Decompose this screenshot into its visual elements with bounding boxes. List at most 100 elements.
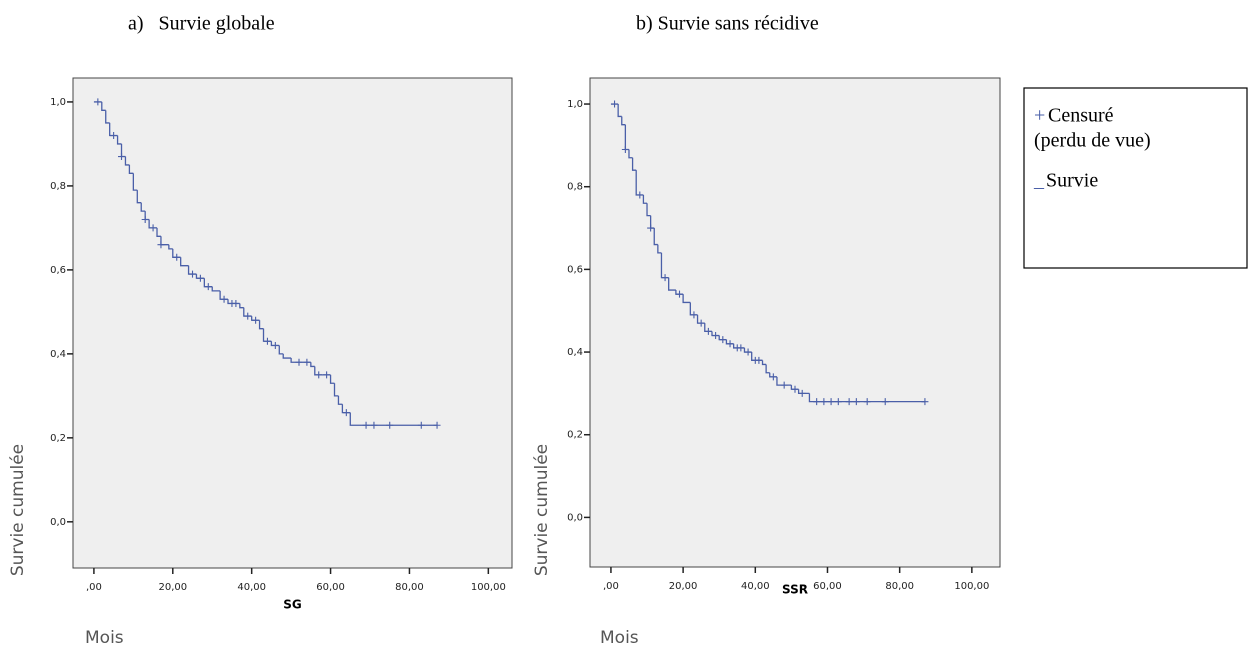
survival-step (132, 173, 138, 191)
censored-mark (263, 337, 271, 345)
survival-step (646, 203, 651, 217)
survival-step (797, 389, 810, 395)
censored-mark (834, 398, 842, 406)
censored-mark (921, 398, 929, 406)
survival-step (642, 194, 648, 204)
legend-sublabel: (perdu de vue) (1034, 130, 1151, 152)
censored-mark (433, 421, 441, 429)
survival-step (136, 190, 142, 204)
censored-mark (719, 336, 727, 344)
y-tick-label: 0,6 (50, 265, 66, 276)
survival-step (653, 228, 658, 246)
censored-mark (362, 421, 370, 429)
survival-step (168, 244, 173, 250)
censored-mark (110, 132, 118, 140)
y-tick-label: 0,4 (567, 347, 583, 358)
survival-step (101, 101, 106, 111)
chart-title: b) Survie sans récidive (636, 13, 819, 35)
y-tick-label: 0,2 (567, 430, 583, 441)
censored-mark (661, 274, 669, 282)
x-tick-label: 80,00 (885, 581, 914, 592)
censored-mark (647, 224, 655, 232)
x-tick-label: 100,00 (471, 582, 506, 593)
censored-mark (780, 381, 788, 389)
censored-mark (295, 358, 303, 366)
x-tick-label: 40,00 (741, 581, 770, 592)
censored-mark (303, 358, 311, 366)
censored-mark (315, 371, 323, 379)
survival-step (140, 202, 146, 212)
censored-mark (232, 299, 240, 307)
legend-label: Censuré (1048, 105, 1114, 127)
survival-step (765, 364, 770, 374)
censored-mark (220, 295, 228, 303)
censored-mark (744, 348, 752, 356)
censored-mark (852, 398, 860, 406)
survival-step (621, 116, 626, 126)
survival-step (282, 353, 292, 359)
censored-mark (636, 191, 644, 199)
censored-mark (149, 224, 157, 232)
censored-mark (863, 398, 871, 406)
legend-symbol: _ (1033, 170, 1045, 192)
plot-area (72, 77, 513, 569)
x-tick-label: 80,00 (395, 582, 424, 593)
x-tick-label: 60,00 (316, 582, 345, 593)
survival-step (239, 303, 244, 309)
survival-step (617, 104, 622, 118)
x-axis-label: SG (283, 598, 302, 612)
censored-mark (204, 283, 212, 291)
x-tick-label: ,00 (86, 582, 102, 593)
censored-mark (737, 344, 745, 352)
censored-mark (417, 421, 425, 429)
censored-mark (342, 409, 350, 417)
survival-step (180, 257, 189, 267)
censored-mark (94, 98, 102, 106)
censored-mark (845, 398, 853, 406)
censored-mark (798, 389, 806, 397)
survival-step (105, 110, 110, 124)
censored-mark (189, 270, 197, 278)
survival-step (333, 383, 339, 397)
y-tick-label: 0,2 (50, 433, 66, 444)
censored-mark (820, 398, 828, 406)
y-tick-label: 1,0 (567, 99, 583, 110)
censored-mark (769, 373, 777, 381)
censored-mark (118, 153, 126, 161)
censored-mark (252, 316, 260, 324)
x-tick-label: 40,00 (237, 582, 266, 593)
legend-box (1023, 87, 1248, 269)
censored-mark (370, 421, 378, 429)
y-tick-label: 0,0 (567, 512, 583, 523)
censored-mark (141, 216, 149, 223)
y-axis-label: Survie cumulée (532, 444, 552, 576)
y-tick-label: 1,0 (50, 97, 66, 108)
survival-step (628, 149, 633, 159)
y-tick-label: 0,8 (567, 182, 583, 193)
survival-step (337, 395, 343, 405)
censored-mark (704, 327, 712, 335)
x-tick-label: 20,00 (158, 582, 187, 593)
censored-mark (726, 340, 734, 348)
legend-symbol: + (1034, 105, 1045, 127)
censored-mark (173, 253, 181, 261)
censored-mark (621, 146, 629, 154)
survival-step (329, 374, 335, 384)
censored-mark (611, 100, 619, 108)
y-tick-label: 0,6 (567, 264, 583, 275)
x-tick-label: 20,00 (669, 581, 698, 592)
survival-step (761, 360, 767, 366)
survival-step (258, 320, 264, 330)
censored-mark (755, 356, 763, 364)
survival-step (657, 244, 662, 254)
survival-step (310, 362, 315, 368)
survival-step (278, 345, 284, 355)
survival-step (124, 156, 130, 166)
censored-mark (196, 274, 204, 282)
chart-title: a) Survie globale (128, 13, 275, 35)
survival-step (668, 277, 676, 291)
censored-mark (697, 319, 705, 327)
x-axis-label: SSR (782, 583, 808, 597)
survival-step (349, 412, 438, 426)
